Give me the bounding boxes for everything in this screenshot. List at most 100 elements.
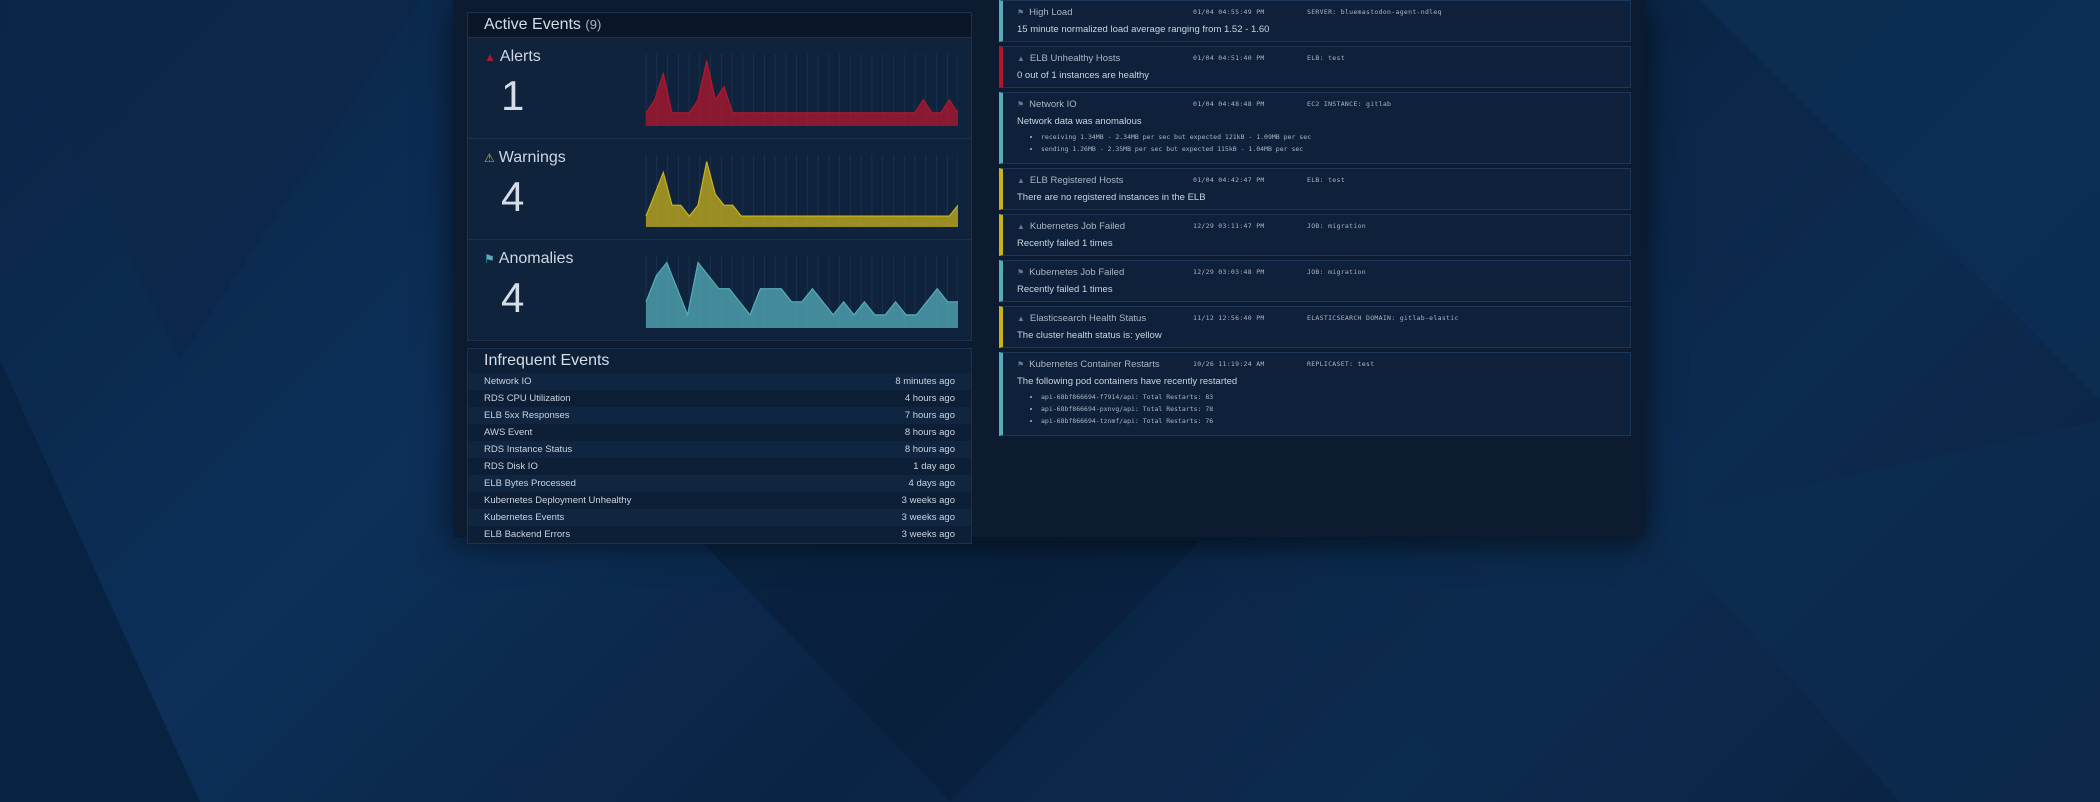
event-card-title: ELB Registered Hosts xyxy=(1029,175,1124,186)
warning-icon: ⚠ xyxy=(484,151,495,165)
event-time: 3 weeks ago xyxy=(901,529,955,540)
event-card-time: 01/04 04:42:47 PM xyxy=(1193,176,1265,184)
event-card-time: 01/04 04:51:40 PM xyxy=(1193,54,1265,62)
event-name: ELB Bytes Processed xyxy=(484,478,576,489)
infrequent-event-row[interactable]: RDS CPU Utilization 4 hours ago xyxy=(468,390,971,407)
infrequent-event-row[interactable]: RDS Disk IO 1 day ago xyxy=(468,458,971,475)
event-time: 3 weeks ago xyxy=(901,495,955,506)
severity-icon: ▲ xyxy=(1017,314,1025,323)
event-card-tag: SERVER: bluemastodon-agent-ndleq xyxy=(1307,8,1442,16)
event-name: Kubernetes Events xyxy=(484,512,565,523)
infrequent-events-box: Infrequent Events Network IO 8 minutes ag… xyxy=(467,348,972,544)
event-card-time: 01/04 04:55:49 PM xyxy=(1193,8,1265,16)
flag-icon: ⚑ xyxy=(484,252,495,266)
event-name: RDS Disk IO xyxy=(484,461,538,472)
event-name: RDS CPU Utilization xyxy=(484,393,571,404)
event-name: Kubernetes Deployment Unhealthy xyxy=(484,495,632,506)
event-card-title: Elasticsearch Health Status xyxy=(1029,313,1147,324)
event-card[interactable]: ▲ Kubernetes Job Failed 12/29 03:11:47 PM J… xyxy=(999,214,1631,256)
event-card-detail: api-68bf866694-pxnvg/api: Total Restarts… xyxy=(1041,405,1620,413)
infrequent-event-row[interactable]: ELB 5xx Responses 7 hours ago xyxy=(468,407,971,424)
severity-icon: ⚑ xyxy=(1017,100,1025,109)
warnings-row[interactable]: ⚠ Warnings 4 xyxy=(468,138,971,239)
event-card-tag: EC2 INSTANCE: gitlab xyxy=(1307,100,1392,108)
infrequent-event-row[interactable]: Network IO 8 minutes ago xyxy=(468,373,971,390)
event-name: ELB Backend Errors xyxy=(484,529,571,540)
event-card-message: Network data was anomalous xyxy=(1017,116,1142,127)
infrequent-events-list: Network IO 8 minutes ago RDS CPU Utilizati… xyxy=(468,373,971,543)
severity-icon: ▲ xyxy=(1017,54,1025,63)
event-card-tag: REPLICASET: test xyxy=(1307,360,1375,368)
event-card-time: 10/26 11:19:24 AM xyxy=(1193,360,1265,368)
event-card-detail: api-68bf866694-f7914/api: Total Restarts… xyxy=(1041,393,1620,401)
warnings-chart xyxy=(645,155,958,227)
event-card-message: 0 out of 1 instances are healthy xyxy=(1017,70,1150,81)
event-card-header: ⚑ Kubernetes Job Failed 12/29 03:03:48 PM J… xyxy=(1017,267,1620,281)
event-card[interactable]: ⚑ Network IO 01/04 04:48:48 PM EC2 INSTANCE… xyxy=(999,92,1631,164)
infrequent-event-row[interactable]: Kubernetes Deployment Unhealthy 3 weeks a… xyxy=(468,492,971,509)
event-card-header: ▲ Kubernetes Job Failed 12/29 03:11:47 PM J… xyxy=(1017,221,1620,235)
event-card-message: Recently failed 1 times xyxy=(1017,238,1113,249)
anomalies-label: ⚑ Anomalies xyxy=(484,250,574,267)
alerts-count: 1 xyxy=(501,72,525,119)
event-time: 8 hours ago xyxy=(904,444,955,455)
event-card[interactable]: ⚑ Kubernetes Job Failed 12/29 03:03:48 PM J… xyxy=(999,260,1631,302)
event-name: RDS Instance Status xyxy=(484,444,573,455)
event-time: 8 hours ago xyxy=(904,427,955,438)
infrequent-event-row[interactable]: ELB Bytes Processed 4 days ago xyxy=(468,475,971,492)
event-card-title: Kubernetes Job Failed xyxy=(1029,267,1125,278)
event-card[interactable]: ▲ ELB Unhealthy Hosts 01/04 04:51:40 PM ELB… xyxy=(999,46,1631,88)
event-card-title: High Load xyxy=(1029,7,1073,18)
event-card-tag: ELB: test xyxy=(1307,176,1345,184)
event-card[interactable]: ▲ Elasticsearch Health Status 11/12 12:56:… xyxy=(999,306,1631,348)
alerts-label: ▲ Alerts xyxy=(484,48,541,65)
event-time: 4 hours ago xyxy=(904,393,955,404)
chart-line xyxy=(645,161,958,218)
alerts-row[interactable]: ▲ Alerts 1 xyxy=(468,38,971,138)
event-card-message: Recently failed 1 times xyxy=(1017,284,1113,295)
severity-icon: ⚑ xyxy=(1017,360,1025,369)
severity-icon: ⚑ xyxy=(1017,268,1025,277)
event-card-message: 15 minute normalized load average rangin… xyxy=(1017,24,1270,35)
event-time: 3 weeks ago xyxy=(901,512,955,523)
event-card-tag: JOB: migration xyxy=(1307,222,1366,230)
infrequent-event-row[interactable]: ELB Backend Errors 3 weeks ago xyxy=(468,526,971,543)
event-card[interactable]: ▲ ELB Registered Hosts 01/04 04:42:47 PM EL… xyxy=(999,168,1631,210)
event-card-details: receiving 1.34MB - 2.34MB per sec but ex… xyxy=(1017,133,1620,153)
active-events-header: Active Events (9) xyxy=(468,13,971,38)
event-card-detail: sending 1.26MB - 2.35MB per sec but expe… xyxy=(1041,145,1620,153)
chart-area xyxy=(646,262,958,328)
event-card-title: Network IO xyxy=(1029,99,1077,110)
chart-area xyxy=(646,161,958,227)
event-card-details: api-68bf866694-f7914/api: Total Restarts… xyxy=(1017,393,1620,425)
event-card-time: 12/29 03:11:47 PM xyxy=(1193,222,1265,230)
event-card-message: There are no registered instances in the… xyxy=(1017,192,1206,203)
anomalies-row[interactable]: ⚑ Anomalies 4 xyxy=(468,239,971,340)
event-card-time: 11/12 12:56:40 PM xyxy=(1193,314,1265,322)
event-card-tag: ELASTICSEARCH DOMAIN: gitlab-elastic xyxy=(1307,314,1459,322)
event-time: 1 day ago xyxy=(913,461,955,472)
chart-line xyxy=(645,261,958,318)
event-card-tag: JOB: migration xyxy=(1307,268,1366,276)
infrequent-event-row[interactable]: Kubernetes Events 3 weeks ago xyxy=(468,509,971,526)
alerts-chart xyxy=(645,54,958,126)
event-card-header: ▲ Elasticsearch Health Status 11/12 12:56:… xyxy=(1017,313,1620,327)
event-card-header: ⚑ Network IO 01/04 04:48:48 PM EC2 INSTANCE… xyxy=(1017,99,1620,113)
event-card[interactable]: ⚑ High Load 01/04 04:55:49 PM SERVER: bluem… xyxy=(999,0,1631,42)
event-cards-column: ⚑ High Load 01/04 04:55:49 PM SERVER: bluem… xyxy=(999,0,1631,440)
active-events-count: (9) xyxy=(585,17,602,32)
severity-icon: ▲ xyxy=(1017,176,1025,185)
infrequent-events-title: Infrequent Events xyxy=(484,352,610,369)
event-card-detail: receiving 1.34MB - 2.34MB per sec but ex… xyxy=(1041,133,1620,141)
event-card-tag: ELB: test xyxy=(1307,54,1345,62)
event-card-header: ⚑ High Load 01/04 04:55:49 PM SERVER: bluem… xyxy=(1017,7,1620,21)
warnings-count: 4 xyxy=(501,173,525,220)
event-card-detail: api-68bf866694-tznmf/api: Total Restarts… xyxy=(1041,417,1620,425)
event-name: AWS Event xyxy=(484,427,533,438)
infrequent-event-row[interactable]: RDS Instance Status 8 hours ago xyxy=(468,441,971,458)
event-card[interactable]: ⚑ Kubernetes Container Restarts 10/26 11:1… xyxy=(999,352,1631,436)
event-card-title: ELB Unhealthy Hosts xyxy=(1029,53,1121,64)
anomalies-count: 4 xyxy=(501,274,525,321)
event-card-title: Kubernetes Container Restarts xyxy=(1029,359,1160,370)
infrequent-event-row[interactable]: AWS Event 8 hours ago xyxy=(468,424,971,441)
